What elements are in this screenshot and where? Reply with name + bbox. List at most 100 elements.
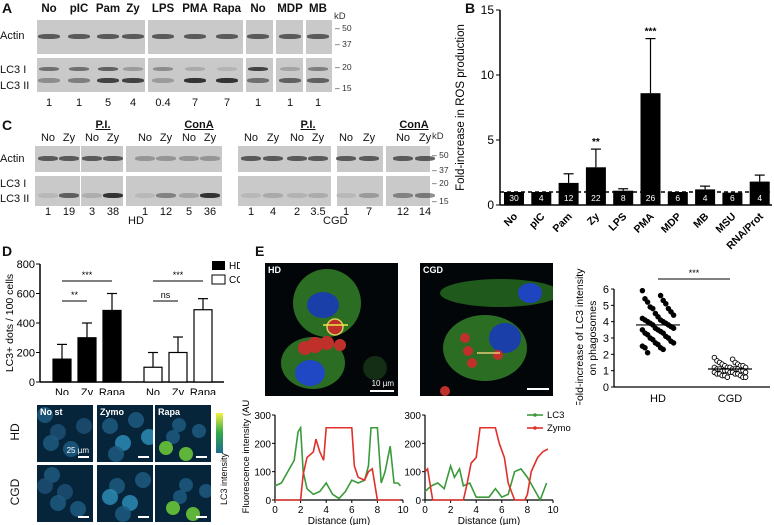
svg-text:4: 4: [473, 505, 479, 516]
panel-a-label: A: [2, 0, 13, 16]
band-lc3ii: [287, 193, 307, 198]
quant-value: 36: [203, 206, 217, 218]
panel-e-label: E: [255, 243, 265, 259]
band-lc3ii: [279, 78, 301, 83]
svg-text:Zymo: Zymo: [547, 423, 571, 434]
band-lc3ii: [68, 78, 90, 83]
band-actin: [359, 156, 379, 161]
quant-value: 3: [88, 206, 96, 218]
band-lc3ii: [263, 193, 283, 198]
quant-value: 7: [365, 206, 373, 218]
band-actin: [308, 156, 328, 161]
svg-text:on phagosomes: on phagosomes: [587, 301, 599, 376]
micrograph-label: Rapa: [158, 407, 181, 417]
band-lc3i: [280, 67, 300, 71]
band-lc3i: [153, 67, 173, 71]
svg-text:Zy: Zy: [81, 387, 94, 395]
band-actin: [287, 156, 307, 161]
blot-actin: [126, 146, 222, 172]
quant-value: 2: [293, 206, 301, 218]
band-lc3ii: [135, 193, 155, 198]
blot-lc3: [35, 176, 80, 206]
svg-text:CGD: CGD: [718, 393, 743, 405]
lane-label: Zy: [126, 3, 140, 15]
pi-header: P.I.: [95, 119, 111, 131]
svg-text:600: 600: [17, 289, 35, 301]
band-lc3ii: [97, 78, 119, 83]
lane-label: No: [289, 132, 305, 144]
svg-text:200: 200: [17, 348, 35, 360]
pi-header: P.I.: [300, 119, 316, 131]
band-lc3ii: [38, 193, 58, 198]
band-lc3i: [185, 67, 205, 71]
lane-label: No: [41, 3, 57, 15]
band-actin: [152, 34, 174, 39]
row-label-actin: Actin: [0, 30, 25, 42]
band-lc3ii: [38, 78, 60, 83]
quant-value: 1: [314, 97, 322, 109]
quant-value: 4: [269, 206, 277, 218]
band-lc3ii: [216, 78, 238, 83]
quant-value: 5: [185, 206, 193, 218]
band-lc3ii: [184, 78, 206, 83]
quant-value: 38: [106, 206, 120, 218]
micrograph-e-hd: HD 10 µm: [265, 263, 398, 396]
svg-text:2: 2: [298, 505, 304, 516]
svg-text:0: 0: [487, 198, 494, 212]
panel-b-label: B: [465, 0, 476, 16]
svg-text:No: No: [146, 387, 160, 395]
svg-text:5: 5: [487, 133, 494, 147]
group-label-hd: HD: [128, 215, 144, 227]
band-actin: [307, 34, 329, 39]
band-actin: [68, 34, 90, 39]
band-actin: [135, 156, 155, 161]
lane-label: Zy: [311, 132, 325, 144]
quant-value: 1: [286, 97, 294, 109]
svg-text:4: 4: [703, 193, 708, 203]
band-lc3ii: [82, 193, 102, 198]
band-actin: [415, 156, 435, 161]
lane-label: No: [243, 132, 259, 144]
band-actin: [184, 34, 206, 39]
lane-label: No: [181, 132, 197, 144]
svg-text:ns: ns: [161, 290, 171, 300]
band-actin: [38, 34, 60, 39]
svg-text:6: 6: [499, 505, 505, 516]
band-actin: [103, 156, 123, 161]
svg-text:CGD: CGD: [229, 275, 240, 286]
blot-lc3-5: [306, 58, 332, 92]
svg-text:400: 400: [17, 318, 35, 330]
blot-lc3-2: [148, 58, 243, 92]
band-lc3ii: [241, 193, 261, 198]
svg-text:22: 22: [591, 193, 601, 203]
band-actin: [122, 34, 144, 39]
quant-value: 7: [223, 97, 231, 109]
colorbar-label: LC3 intensity: [219, 452, 229, 505]
blot-lc3-4: [276, 58, 303, 92]
svg-text:5: 5: [603, 300, 609, 312]
band-lc3ii: [200, 193, 220, 198]
band-lc3i: [69, 67, 89, 71]
band-lc3ii: [122, 78, 144, 83]
svg-text:26: 26: [646, 193, 656, 203]
band-actin: [241, 156, 261, 161]
band-lc3ii: [179, 193, 199, 198]
scale-label: 10 µm: [371, 379, 394, 388]
svg-text:Distance (µm): Distance (µm): [458, 516, 520, 525]
quant-value: 19: [62, 206, 76, 218]
band-lc3i: [39, 67, 59, 71]
svg-text:***: ***: [689, 268, 700, 278]
kd-label: kD: [334, 11, 346, 22]
quant-value: 1: [141, 206, 149, 218]
lane-label: LPS: [151, 3, 175, 15]
kd-label: kD: [432, 131, 444, 142]
lane-label: Rapa: [212, 3, 242, 15]
band-actin: [247, 34, 269, 39]
band-lc3ii: [415, 193, 435, 198]
lane-label: Zy: [106, 132, 120, 144]
band-actin: [156, 156, 176, 161]
lane-label: Zy: [62, 132, 76, 144]
lane-label: PMA: [182, 3, 208, 15]
svg-text:0: 0: [415, 496, 421, 507]
quant-value: 1: [75, 97, 83, 109]
